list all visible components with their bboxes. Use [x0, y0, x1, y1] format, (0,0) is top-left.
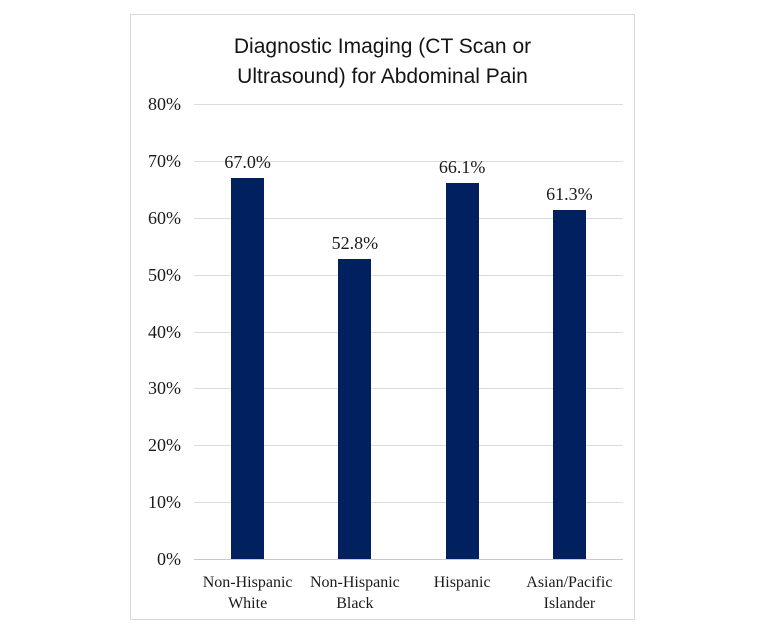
y-axis-tick-label: 60% [148, 207, 181, 228]
y-axis-tick-label: 80% [148, 94, 181, 114]
bar-value-label: 61.3% [546, 184, 593, 205]
bar [445, 183, 479, 559]
y-axis-tick-label: 10% [148, 492, 181, 513]
x-axis-category-label: Hispanic [433, 574, 491, 591]
y-axis-tick-label: 40% [148, 321, 181, 342]
bar-value-label: 52.8% [331, 232, 379, 253]
gridline [194, 445, 623, 447]
y-axis-tick-label: 0% [157, 549, 181, 569]
y-axis-tick-label: 50% [148, 264, 181, 285]
bar [231, 177, 265, 559]
gridline [194, 274, 623, 276]
x-axis-category-label: Non-Hispanic White [202, 574, 293, 612]
gridline [194, 160, 623, 162]
bar [338, 258, 372, 559]
gridline [194, 388, 623, 390]
chart-title-line-1: Diagnostic Imaging (CT Scan or [233, 35, 532, 58]
bar-value-label: 67.0% [224, 151, 271, 172]
x-axis-category-label: Non-Hispanic Black [309, 574, 400, 612]
gridline [194, 217, 623, 219]
chart-card: Diagnostic Imaging (CT Scan or Ultrasoun… [130, 14, 635, 620]
y-axis-tick-label: 30% [148, 378, 181, 399]
bar [552, 210, 586, 559]
x-axis-line [194, 559, 623, 560]
gridline [194, 331, 623, 333]
bar-value-label: 66.1% [438, 157, 486, 178]
y-axis-tick-label: 70% [148, 150, 181, 171]
chart-title: Diagnostic Imaging (CT Scan or Ultrasoun… [131, 32, 634, 92]
gridline [194, 502, 623, 504]
chart-title-line-2: Ultrasound) for Abdominal Pain [237, 65, 528, 88]
y-axis-tick-label: 20% [148, 435, 181, 456]
gridline [194, 104, 623, 105]
x-axis-category-label: Asian/Pacific Islander [526, 574, 613, 612]
